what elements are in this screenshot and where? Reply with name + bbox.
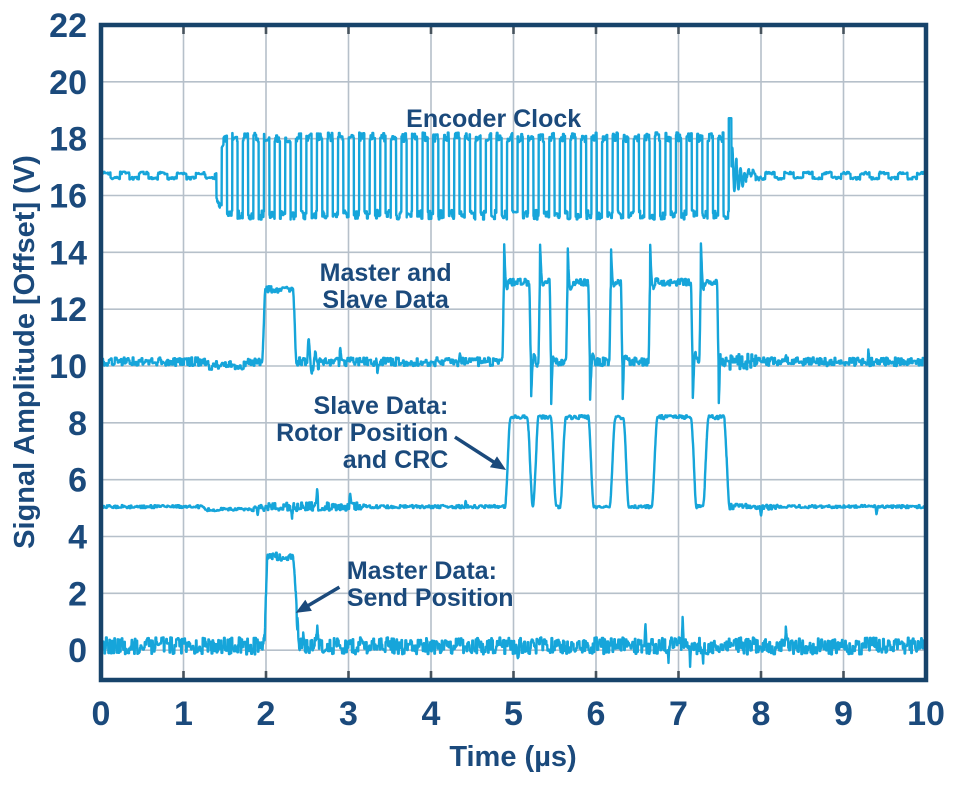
y-axis-tick-label: 20 (49, 64, 87, 102)
y-axis-tick-label: 22 (49, 7, 87, 45)
x-axis-tick-label: 2 (257, 695, 276, 733)
annotation-arrowhead (295, 599, 312, 613)
x-axis-tick-label: 10 (907, 695, 945, 733)
trace-master-and-slave-data (103, 242, 924, 406)
annotation-label: Master and (320, 259, 452, 287)
x-axis-tick-label: 7 (669, 695, 688, 733)
x-axis-tick-label: 0 (92, 695, 111, 733)
annotation-label: Slave Data: (314, 392, 449, 420)
x-axis-title: Time (µs) (449, 741, 576, 773)
x-axis-tick-label: 5 (504, 695, 523, 733)
y-axis-tick-label: 4 (68, 518, 87, 556)
x-axis-tick-label: 9 (834, 695, 853, 733)
annotation-arrow-shaft (302, 585, 341, 610)
y-axis-tick-label: 12 (49, 291, 87, 329)
trace-layer (103, 116, 924, 668)
y-axis-tick-label: 14 (49, 234, 87, 272)
y-axis-tick-label: 8 (68, 405, 87, 443)
annotation-label: Rotor Position (276, 419, 448, 447)
trace-slave-data-rotor-position-and-crc (103, 414, 924, 520)
x-axis-tick-label: 8 (752, 695, 771, 733)
trace-master-data-send-position (103, 551, 924, 668)
y-axis-tick-label: 2 (68, 575, 87, 613)
y-axis-tick-label: 0 (68, 632, 87, 670)
y-axis-tick-label: 6 (68, 462, 87, 500)
y-axis-tick-label: 18 (49, 121, 87, 159)
y-axis-tick-label: 10 (49, 348, 87, 386)
annotation-label: Master Data: (347, 557, 497, 585)
plot-border (98, 22, 929, 683)
annotation-label: Send Position (347, 584, 514, 612)
y-axis-title: Signal Amplitude [Offset] (V) (9, 155, 41, 549)
x-axis-tick-label: 1 (174, 695, 193, 733)
x-axis-tick-label: 4 (422, 695, 441, 733)
annotation-arrow-shaft (453, 435, 500, 467)
x-axis-tick-label: 3 (339, 695, 358, 733)
y-axis-tick-label: 16 (49, 177, 87, 215)
annotation-arrowhead (489, 456, 507, 470)
x-axis-tick-label: 6 (587, 695, 606, 733)
annotation-label: Encoder Clock (406, 105, 581, 133)
trace-encoder-clock (103, 116, 924, 221)
annotation-label: and CRC (343, 446, 449, 474)
annotation-label: Slave Data (322, 286, 450, 314)
